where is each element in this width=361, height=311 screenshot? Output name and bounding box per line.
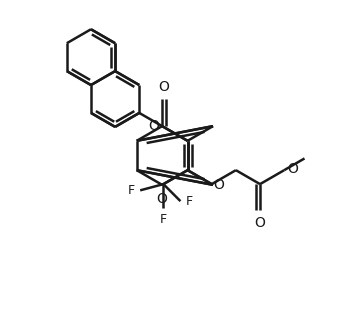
Text: O: O xyxy=(213,178,224,192)
Text: O: O xyxy=(255,216,265,230)
Text: F: F xyxy=(186,195,193,208)
Text: O: O xyxy=(148,119,159,133)
Text: O: O xyxy=(287,162,298,176)
Text: O: O xyxy=(156,192,167,206)
Text: O: O xyxy=(158,80,169,94)
Text: F: F xyxy=(160,213,167,226)
Text: F: F xyxy=(128,184,135,197)
